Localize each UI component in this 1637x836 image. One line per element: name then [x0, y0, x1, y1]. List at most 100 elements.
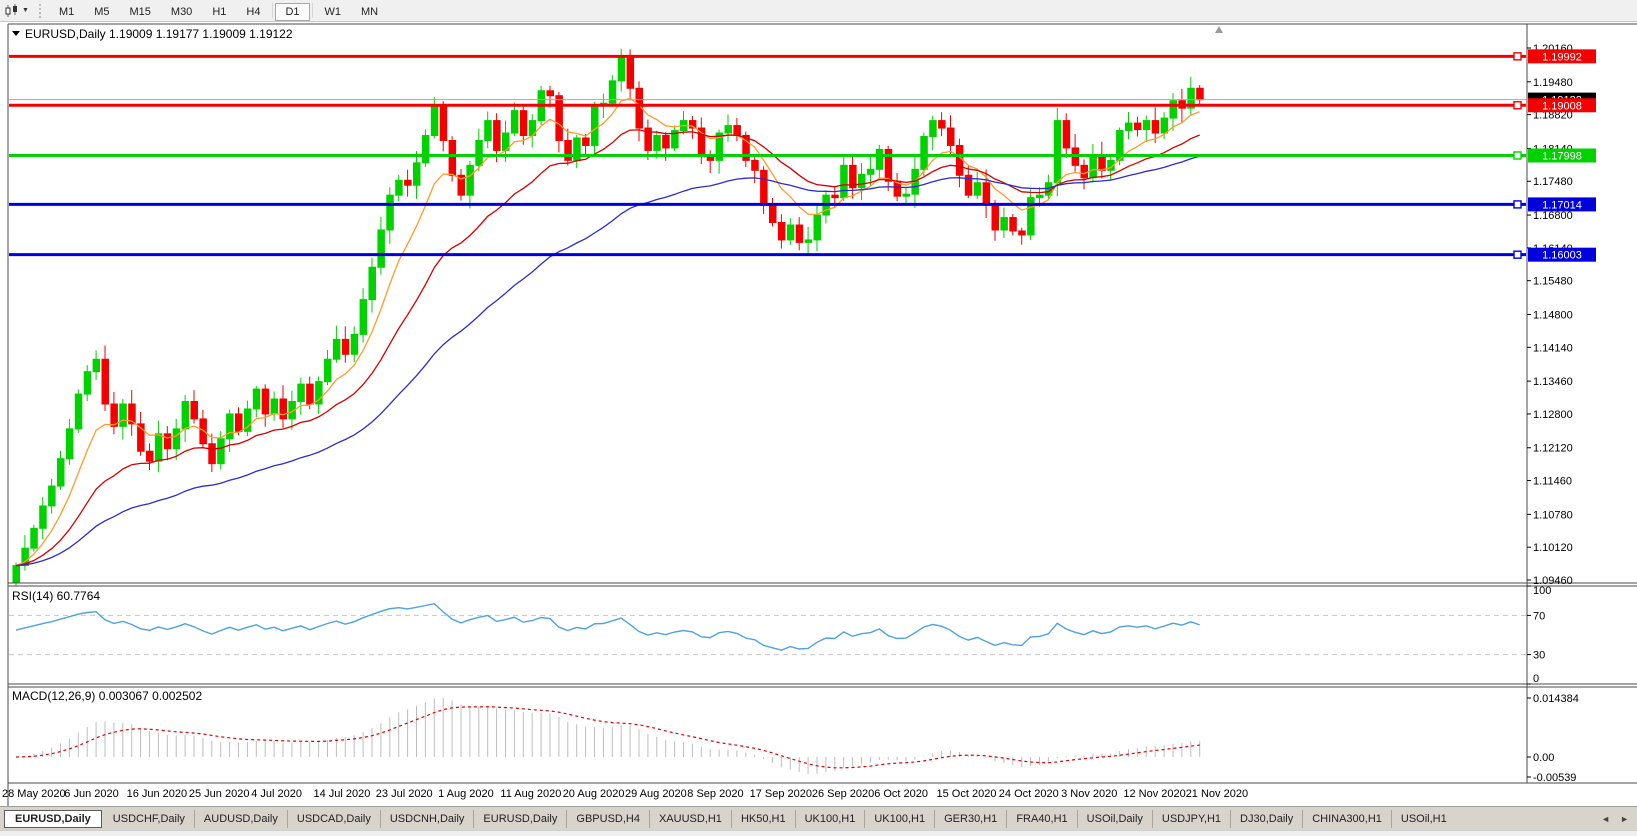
candle-body — [261, 388, 270, 415]
candle-body — [804, 239, 813, 243]
date-label: 26 Sep 2020 — [812, 788, 874, 800]
timeframe-m15-button[interactable]: M15 — [129, 5, 151, 18]
price-tick-label: 1.14800 — [1533, 309, 1573, 321]
chart-area[interactable]: EURUSD,Daily 1.19009 1.19177 1.19009 1.1… — [0, 22, 1637, 806]
tab-scroll-left-icon[interactable]: ◄ — [1601, 813, 1611, 824]
candle-body — [1116, 130, 1124, 161]
candle-body — [235, 413, 243, 432]
candle-body — [12, 565, 20, 584]
level-line-handle[interactable] — [1513, 101, 1522, 110]
tab-usdcnh-daily-4[interactable]: USDCNH,Daily — [381, 809, 475, 828]
tab-usdchf-daily-1[interactable]: USDCHF,Daily — [104, 809, 195, 828]
tab-dj30-daily-15[interactable]: DJ30,Daily — [1231, 809, 1304, 828]
price-tick-label: 1.13460 — [1533, 376, 1573, 388]
candle-body — [324, 358, 332, 383]
tab-audusd-daily-2[interactable]: AUDUSD,Daily — [195, 809, 288, 828]
candle-body — [1125, 122, 1133, 132]
candle-body — [1009, 217, 1017, 232]
timeframe-mn-button[interactable]: MN — [361, 5, 379, 18]
date-label: 25 Jun 2020 — [189, 788, 250, 800]
tab-gbpusd-h4-6[interactable]: GBPUSD,H4 — [567, 809, 650, 828]
price-line-badge: 1.19992 — [1528, 49, 1596, 64]
badge-value: 1.17014 — [1542, 199, 1582, 211]
horizontal-level-line[interactable] — [9, 151, 1526, 160]
date-label: 1 Aug 2020 — [438, 788, 494, 800]
date-label: 21 Nov 2020 — [1186, 788, 1248, 800]
tab-uk100-h1-10[interactable]: UK100,H1 — [865, 809, 936, 828]
tab-eurusd-daily-0[interactable]: EURUSD,Daily — [4, 809, 102, 828]
candle-body — [546, 90, 554, 97]
candle-body — [564, 139, 572, 161]
tab-fra40-h1-12[interactable]: FRA40,H1 — [1007, 809, 1078, 828]
tab-scroll-right-icon[interactable]: ► — [1620, 813, 1629, 824]
candle-body — [777, 222, 786, 241]
macd-label: MACD(12,26,9) 0.003067 0.002502 — [12, 689, 202, 703]
date-label: 16 Jun 2020 — [127, 788, 188, 800]
candle-body — [439, 105, 448, 141]
macd-axis: 0.014384 0.00 -0.00539 — [1527, 693, 1579, 784]
tab-eurusd-daily-5[interactable]: EURUSD,Daily — [474, 809, 568, 828]
horizontal-level-line[interactable] — [9, 101, 1526, 110]
candle-body — [457, 174, 465, 196]
candle-body — [724, 125, 732, 134]
horizontal-level-line[interactable] — [9, 250, 1526, 259]
candle-body — [1000, 217, 1008, 231]
price-tick-label: 1.12800 — [1533, 409, 1573, 421]
badge-value: 1.17998 — [1542, 150, 1582, 162]
level-line-handle[interactable] — [1513, 250, 1522, 259]
chart-type-icon[interactable] — [4, 3, 20, 18]
candle-body — [137, 423, 145, 452]
timeframe-w1-button[interactable]: W1 — [324, 5, 342, 18]
date-label: 28 May 2020 — [2, 788, 66, 800]
date-label: 3 Nov 2020 — [1061, 788, 1117, 800]
candle-body — [1018, 230, 1026, 236]
date-label: 8 Sep 2020 — [687, 788, 743, 800]
main-plot-area[interactable] — [8, 24, 1527, 583]
timeframe-h4-button[interactable]: H4 — [246, 5, 261, 18]
candle-body — [902, 193, 910, 197]
candle-body — [982, 182, 991, 206]
timeframe-m1-button[interactable]: M1 — [58, 5, 75, 18]
tab-ger30-h1-11[interactable]: GER30,H1 — [935, 809, 1008, 828]
chart-title-collapse-icon[interactable] — [12, 31, 20, 36]
tab-usdcad-daily-3[interactable]: USDCAD,Daily — [288, 809, 381, 828]
timeframe-m5-button[interactable]: M5 — [94, 5, 110, 18]
chart-tab-bar: EURUSD,Daily USDCHF,Daily AUDUSD,Daily USDC… — [0, 806, 1637, 830]
horizontal-level-line[interactable] — [9, 52, 1526, 61]
chart-shift-marker-icon — [1215, 26, 1223, 33]
candle-body — [493, 120, 501, 151]
candle-body — [591, 105, 599, 146]
tab-hk50-h1-8[interactable]: HK50,H1 — [732, 809, 796, 828]
tab-usdjpy-h1-14[interactable]: USDJPY,H1 — [1153, 809, 1232, 828]
candle-body — [404, 179, 412, 186]
timeframe-m30-button[interactable]: M30 — [170, 5, 193, 18]
level-line-handle[interactable] — [1513, 200, 1522, 209]
tab-xauusd-h1-7[interactable]: XAUUSD,H1 — [650, 809, 732, 828]
candle-body — [101, 358, 109, 405]
rsi-plot-area[interactable] — [8, 586, 1527, 684]
tab-usoil-daily-13[interactable]: USOil,Daily — [1078, 809, 1153, 828]
timeframe-button-group: M1 M5 M15 M30 H1 H4 D1 W1 MN — [49, 2, 388, 21]
ma-fast-line — [15, 97, 1200, 567]
tab-china300-h1-16[interactable]: CHINA300,H1 — [1303, 809, 1392, 828]
timeframe-d1-button[interactable]: D1 — [275, 2, 310, 21]
candle-body — [831, 194, 839, 199]
toolbar: ▼ M1 M5 M15 M30 H1 H4 D1 W1 MN — [0, 0, 1637, 22]
level-line-handle[interactable] — [1513, 52, 1522, 61]
candle-body — [395, 179, 403, 196]
candle-body — [30, 527, 38, 549]
rsi-panel: RSI(14) 60.7764 — [8, 586, 1527, 684]
status-bar — [0, 830, 1637, 836]
macd-plot-area[interactable] — [8, 687, 1527, 783]
level-line-handle[interactable] — [1513, 151, 1522, 160]
chevron-down-icon[interactable]: ▼ — [22, 7, 29, 14]
price-tick-label: 1.09460 — [1533, 575, 1573, 587]
macd-tick-label: 0.00 — [1533, 752, 1554, 764]
horizontal-level-line[interactable] — [9, 200, 1526, 209]
badge-rect — [1528, 98, 1596, 113]
tab-usoil-h1-17[interactable]: USOil,H1 — [1400, 812, 1447, 825]
tab-uk100-h1-9[interactable]: UK100,H1 — [796, 809, 866, 828]
candle-body — [813, 214, 821, 241]
timeframe-h1-button[interactable]: H1 — [212, 5, 227, 18]
